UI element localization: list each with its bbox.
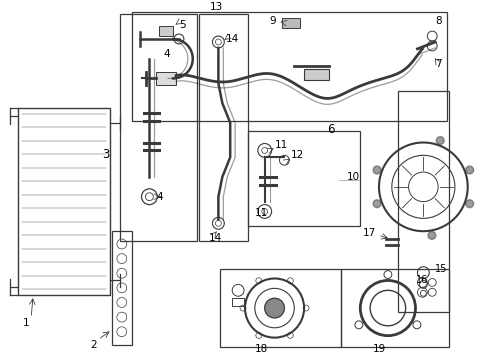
Bar xyxy=(18,108,110,295)
Text: 4: 4 xyxy=(156,192,163,202)
Text: 13: 13 xyxy=(209,3,223,12)
Text: 4: 4 xyxy=(163,49,169,59)
Bar xyxy=(232,298,244,306)
Circle shape xyxy=(372,166,380,174)
Bar xyxy=(304,69,328,80)
Text: 10: 10 xyxy=(346,172,359,182)
Bar xyxy=(159,26,173,36)
Text: 11: 11 xyxy=(254,208,267,219)
Text: 19: 19 xyxy=(372,343,386,354)
Bar xyxy=(282,18,300,28)
Text: 7: 7 xyxy=(434,59,441,69)
Text: 8: 8 xyxy=(434,16,441,26)
Text: 3: 3 xyxy=(102,148,109,161)
Text: 14: 14 xyxy=(208,233,222,243)
Bar xyxy=(247,131,360,226)
Bar xyxy=(112,231,131,345)
Text: 18: 18 xyxy=(254,343,267,354)
Text: 11: 11 xyxy=(274,140,287,150)
Text: 1: 1 xyxy=(23,318,30,328)
Circle shape xyxy=(427,231,435,239)
Circle shape xyxy=(435,136,443,144)
Circle shape xyxy=(465,166,473,174)
Text: 17: 17 xyxy=(363,228,376,238)
Text: 9: 9 xyxy=(269,16,276,26)
Bar xyxy=(131,12,446,121)
Circle shape xyxy=(465,200,473,208)
Bar xyxy=(220,269,340,347)
Circle shape xyxy=(264,298,284,318)
Text: 12: 12 xyxy=(291,150,304,160)
Text: 2: 2 xyxy=(90,339,97,350)
Text: 6: 6 xyxy=(326,123,334,136)
Circle shape xyxy=(372,200,380,208)
Bar xyxy=(198,14,247,241)
Bar xyxy=(120,14,196,241)
Text: 16: 16 xyxy=(415,275,427,285)
Bar xyxy=(156,72,176,85)
Text: 15: 15 xyxy=(434,264,447,274)
Text: 14: 14 xyxy=(226,34,239,44)
Bar xyxy=(397,91,448,312)
Text: 5: 5 xyxy=(179,20,185,30)
Bar xyxy=(340,269,448,347)
